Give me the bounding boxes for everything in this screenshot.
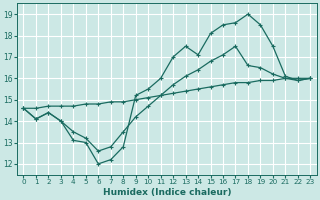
X-axis label: Humidex (Indice chaleur): Humidex (Indice chaleur): [103, 188, 231, 197]
